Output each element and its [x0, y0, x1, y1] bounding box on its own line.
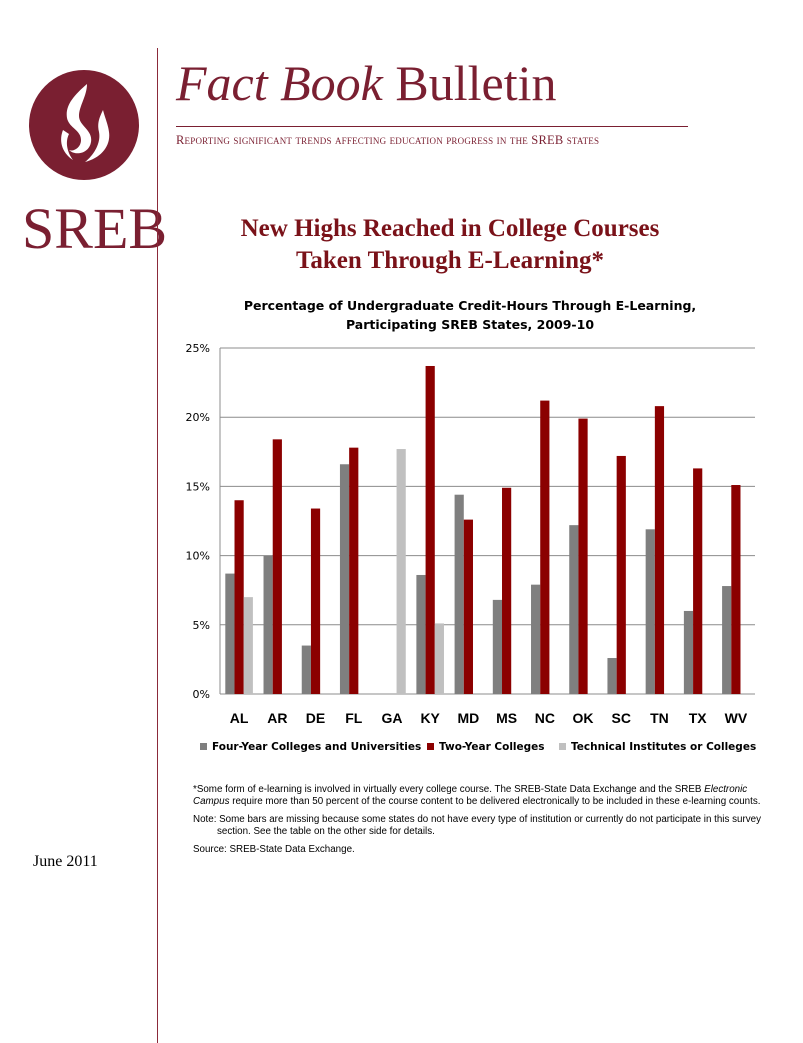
x-tick-label: WV: [725, 710, 748, 726]
bar-md-series-0: [454, 494, 464, 694]
masthead-italic: Fact Book: [176, 55, 383, 111]
x-tick-label: NC: [535, 710, 555, 726]
x-tick-label: GA: [381, 710, 402, 726]
x-tick-label: MS: [496, 710, 517, 726]
legend-label: Four-Year Colleges and Universities: [212, 741, 422, 753]
sreb-logo: [29, 70, 139, 180]
x-tick-label: MD: [458, 710, 480, 726]
bar-ky-series-1: [425, 365, 435, 694]
masthead-rule: [176, 126, 688, 127]
bar-tx-series-0: [683, 610, 694, 694]
x-tick-label: OK: [573, 710, 594, 726]
bar-nc-series-0: [531, 584, 541, 694]
bar-sc-series-0: [607, 658, 617, 694]
bar-ok-series-0: [569, 525, 579, 694]
x-tick-label: TN: [650, 710, 669, 726]
flame-icon: [61, 84, 110, 162]
source: Source: SREB-State Data Exchange.: [193, 844, 355, 855]
x-tick-label: TX: [689, 710, 708, 726]
bar-wv-series-1: [731, 485, 741, 694]
chart-title: Percentage of Undergraduate Credit-Hours…: [220, 296, 720, 334]
bar-ky-series-2: [434, 623, 444, 694]
headline-line-1: New Highs Reached in College Courses: [240, 215, 660, 242]
legend-item-four-year: Four-Year Colleges and Universities: [200, 741, 421, 753]
x-tick-label: FL: [345, 710, 363, 726]
legend-label: Technical Institutes or Colleges: [571, 741, 757, 753]
bar-ms-series-0: [492, 599, 503, 694]
bar-ar-series-1: [272, 439, 282, 694]
tagline: Reporting significant trends affecting e…: [176, 133, 600, 147]
x-tick-label: KY: [420, 710, 440, 726]
y-tick-label: 5%: [193, 619, 210, 632]
bar-al-series-2: [243, 597, 253, 694]
y-tick-label: 0%: [193, 688, 210, 701]
masthead-rest: Bulletin: [382, 55, 557, 111]
bar-de-series-0: [301, 645, 311, 694]
sreb-wordmark: SREB: [22, 196, 168, 261]
footnote: *Some form of e-learning is involved in …: [193, 784, 761, 807]
legend-swatch: [559, 743, 566, 750]
headline-line-2: Taken Through E-Learning*: [296, 247, 604, 274]
bar-ar-series-0: [263, 555, 273, 694]
vertical-divider: [157, 48, 158, 1043]
x-tick-label: AL: [230, 710, 249, 726]
legend-item-technical: Technical Institutes or Colleges: [559, 741, 756, 753]
bar-fl-series-0: [339, 464, 350, 694]
bar-fl-series-1: [349, 447, 359, 694]
bar-md-series-1: [463, 519, 473, 694]
bar-tn-series-1: [654, 406, 665, 694]
legend-swatch: [200, 743, 207, 750]
x-tick-label: AR: [267, 710, 287, 726]
headline: New Highs Reached in College Courses Tak…: [170, 213, 730, 277]
bar-wv-series-0: [722, 586, 732, 694]
chart-title-line-1: Percentage of Undergraduate Credit-Hours…: [243, 298, 697, 313]
legend-item-two-year: Two-Year Colleges: [427, 741, 545, 753]
bar-de-series-1: [310, 508, 321, 694]
bar-chart: 0% 5% 10% 15% 20% 25% AL AR DE FL GA KY MD MS NC OK SC TN…: [186, 342, 755, 726]
notes: *Some form of e-learning is involved in …: [193, 784, 763, 862]
y-tick-label: 10%: [186, 550, 210, 563]
publication-date: June 2011: [33, 853, 98, 870]
x-tick-label: DE: [306, 710, 325, 726]
bar-ga-series-2: [396, 449, 406, 694]
y-tick-label: 20%: [186, 411, 210, 424]
note: Note: Some bars are missing because some…: [193, 814, 761, 837]
bar-tn-series-0: [645, 529, 655, 694]
bar-ms-series-1: [502, 487, 512, 694]
bar-ky-series-0: [416, 574, 426, 694]
x-tick-label: SC: [612, 710, 631, 726]
chart-title-line-2: Participating SREB States, 2009-10: [345, 317, 595, 332]
bar-al-series-1: [234, 500, 244, 694]
legend-swatch: [427, 743, 434, 750]
bar-nc-series-1: [540, 400, 550, 694]
bar-sc-series-1: [616, 455, 626, 694]
y-tick-label: 15%: [186, 480, 210, 493]
bar-ok-series-1: [578, 418, 588, 694]
bar-al-series-0: [225, 573, 235, 694]
bar-tx-series-1: [693, 468, 703, 694]
legend-label: Two-Year Colleges: [439, 741, 545, 753]
masthead: Fact Book Bulletin: [176, 58, 556, 108]
y-tick-label: 25%: [186, 342, 210, 355]
